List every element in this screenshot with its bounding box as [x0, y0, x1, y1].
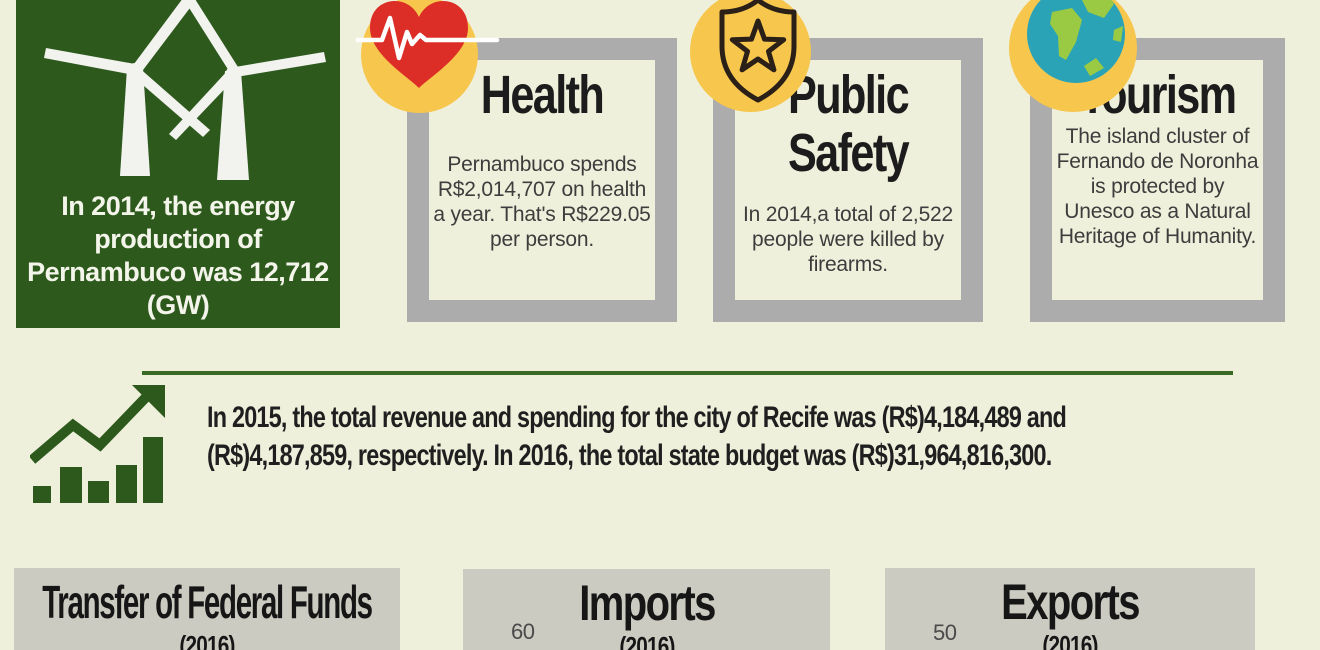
heart-pulse-icon — [355, 1, 500, 88]
imports-panel-title: Imports — [578, 575, 716, 631]
budget-summary: In 2015, the total revenue and spending … — [207, 399, 1308, 475]
growth-chart-icon — [30, 385, 165, 503]
health-card-body: Pernambuco spends R$2,014,707 on health … — [433, 153, 651, 251]
public-safety-card-title: Public Safety — [787, 65, 910, 183]
shield-star-icon — [719, 0, 797, 103]
exports-panel: 50 Exports (2016) — [885, 568, 1255, 650]
imports-axis-tick: 60 — [511, 619, 535, 644]
health-card: Health Pernambuco spends R$2,014,707 on … — [407, 38, 677, 322]
wind-turbines-icon — [44, 0, 326, 180]
imports-panel-subtitle: (2016) — [618, 631, 675, 650]
budget-summary-line-2: (R$)4,187,859, respectively. In 2016, th… — [207, 439, 1052, 472]
exports-axis-tick: 50 — [933, 620, 957, 645]
budget-summary-line-1: In 2015, the total revenue and spending … — [207, 401, 1067, 434]
section-divider-line — [142, 371, 1233, 375]
federal-funds-panel-title: Transfer of Federal Funds — [42, 576, 373, 628]
energy-panel: In 2014, the energy production of Pernam… — [16, 0, 340, 328]
federal-funds-panel: Transfer of Federal Funds (2016) — [14, 568, 400, 650]
exports-panel-subtitle: (2016) — [1042, 630, 1098, 650]
globe-icon — [1027, 0, 1125, 83]
exports-panel-title: Exports — [1001, 574, 1140, 630]
health-card-title: Health — [480, 65, 605, 125]
tourism-card-body: The island cluster of Fernando de Noronh… — [1056, 125, 1259, 248]
public-safety-card-body: In 2014,a total of 2,522 people were kil… — [742, 203, 954, 276]
energy-caption: In 2014, the energy production of Pernam… — [27, 191, 329, 320]
federal-funds-panel-subtitle: (2016) — [179, 630, 235, 650]
imports-panel: 60 Imports (2016) — [463, 569, 830, 650]
